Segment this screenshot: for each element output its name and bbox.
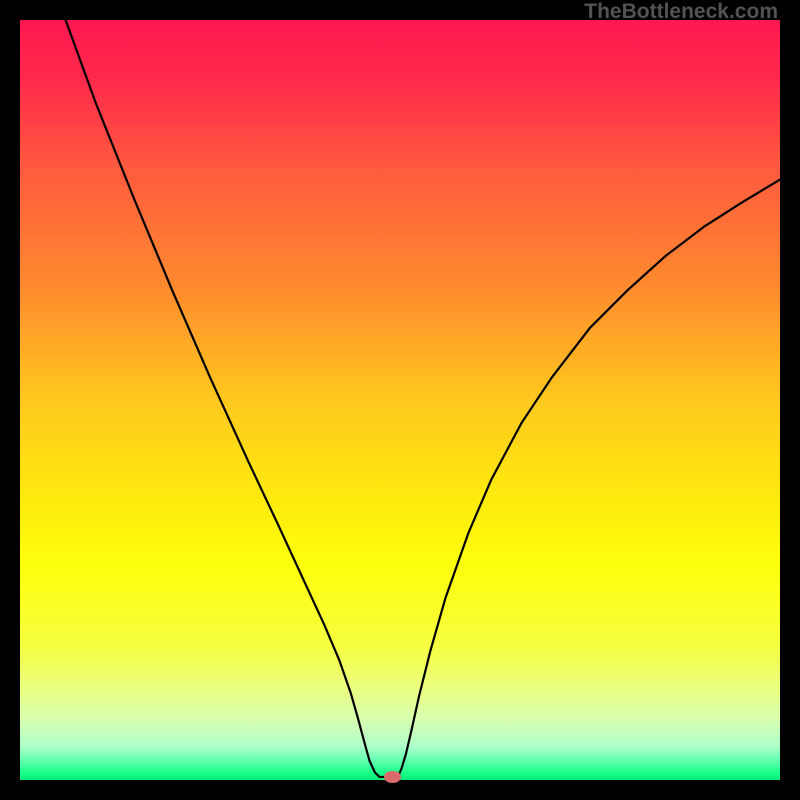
minimum-marker <box>384 771 401 784</box>
plot-area <box>20 20 780 780</box>
plot-background <box>20 20 780 780</box>
plot-svg <box>20 20 780 780</box>
watermark-text: TheBottleneck.com <box>584 0 778 24</box>
chart-frame: TheBottleneck.com <box>0 0 800 800</box>
